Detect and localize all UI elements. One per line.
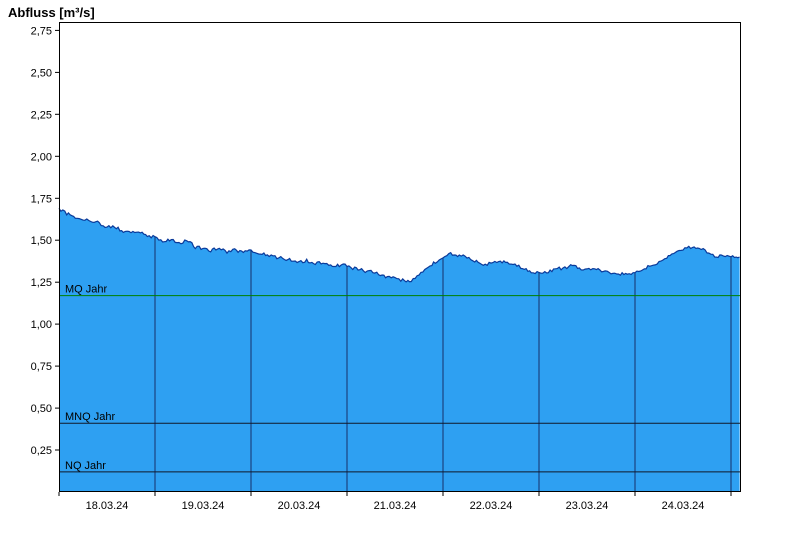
ref-line-label-mnq-jahr: MNQ Jahr [65,411,115,423]
x-tick-label: 19.03.24 [182,500,225,512]
y-tick-label: 2,50 [31,67,52,79]
y-tick-label: 0,75 [31,361,52,373]
y-tick-label: 0,50 [31,403,52,415]
plot-frame [59,22,741,492]
ref-line-label-nq-jahr: NQ Jahr [65,460,106,472]
y-tick-label: 0,25 [31,445,52,457]
y-tick-label: 2,25 [31,109,52,121]
y-tick-label: 1,75 [31,193,52,205]
chart-title: Abfluss [m³/s] [8,5,95,20]
discharge-line [58,207,740,283]
x-tick-label: 18.03.24 [86,500,129,512]
ref-line-label-mq-jahr: MQ Jahr [65,284,108,296]
y-tick-label: 1,50 [31,235,52,247]
y-tick-label: 1,00 [31,319,52,331]
discharge-area-series [59,208,740,493]
y-tick-label: 2,75 [31,25,52,37]
x-tick-label: 24.03.24 [662,500,705,512]
y-tick-label: 2,00 [31,151,52,163]
x-tick-label: 23.03.24 [566,500,609,512]
y-tick-label: 1,25 [31,277,52,289]
x-tick-label: 20.03.24 [278,500,321,512]
x-tick-label: 22.03.24 [470,500,513,512]
x-tick-label: 21.03.24 [374,500,417,512]
